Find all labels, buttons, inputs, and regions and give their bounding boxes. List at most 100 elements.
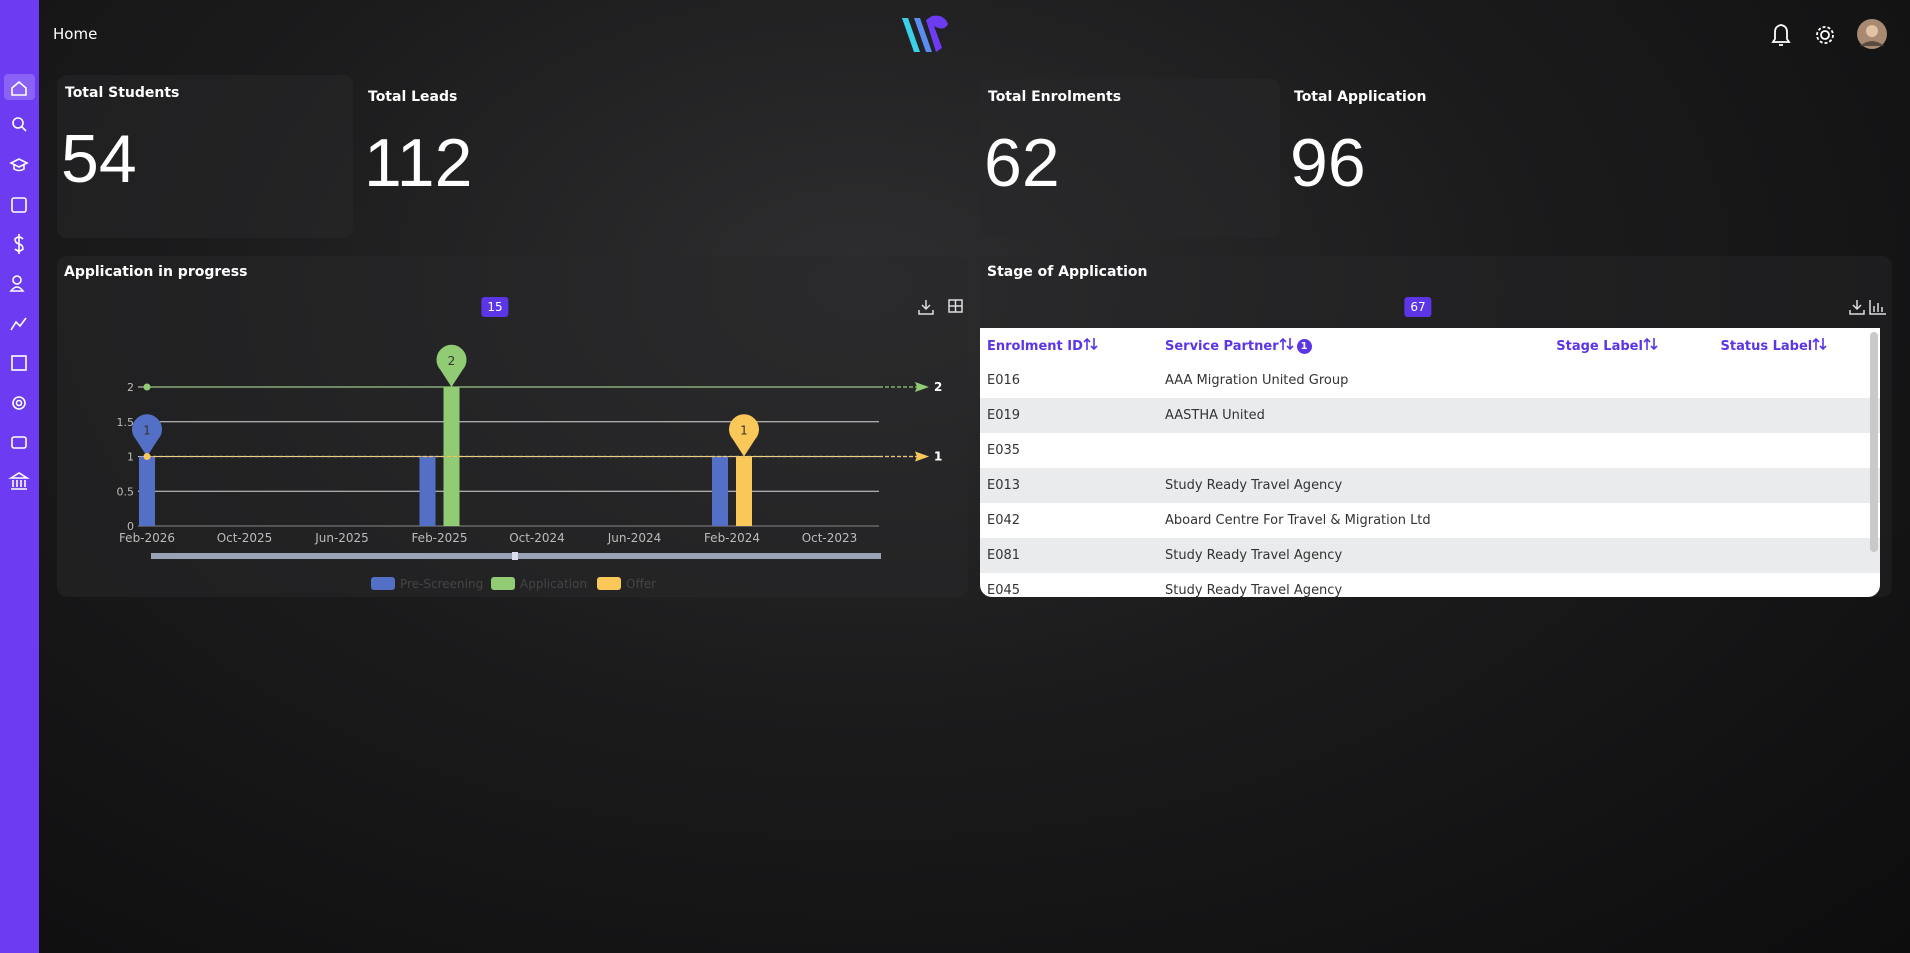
table-cell — [1713, 538, 1880, 573]
bar — [736, 456, 752, 526]
finance-icon[interactable] — [14, 234, 24, 254]
column-header[interactable]: Enrolment ID — [980, 328, 1158, 363]
table-cell — [1549, 538, 1714, 573]
table-cell — [1549, 468, 1714, 503]
settings[interactable] — [1816, 26, 1834, 44]
table-cell — [1549, 503, 1713, 538]
people-icon[interactable] — [9, 275, 25, 292]
table-cell: Study Ready Travel Agency — [1157, 468, 1550, 503]
chart-view-button[interactable] — [1869, 300, 1886, 315]
chart: 0 0.5 1 1.5 2 Feb-2026 Oct-2025 Jun-2025 Feb-202… — [117, 299, 963, 591]
table-container: Enrolment ID Service Partner 1 Stage Label S… — [980, 328, 1880, 597]
mark-line-label: 1 — [934, 450, 942, 464]
table-cell — [1714, 433, 1881, 468]
table-cell — [1714, 573, 1881, 597]
column-title: Service Partner — [1164, 339, 1279, 354]
table-cell: E042 — [987, 513, 1021, 528]
legend-item[interactable]: Pre-Screening — [371, 577, 483, 591]
scrollbar[interactable] — [1870, 332, 1878, 552]
column-title: Enrolment ID — [987, 339, 1083, 354]
table-cell: Study Ready Travel Agency — [1157, 538, 1550, 573]
data-view-icon — [949, 300, 962, 312]
table-cell — [1549, 433, 1713, 468]
table-row[interactable]: E042 Aboard Centre For Travel & Migration… — [980, 503, 1880, 538]
stat-card: Total Students 54 — [57, 75, 353, 238]
header-row: Enrolment ID Service Partner 1 Stage Label S… — [980, 328, 1880, 363]
table-cell — [1549, 573, 1713, 597]
logo[interactable] — [898, 12, 952, 58]
chart-panel: Application in progress 15 0 0.5 1 1.5 2 Feb-… — [57, 256, 968, 597]
table-cell: E016 — [987, 373, 1021, 388]
search-icon[interactable] — [12, 117, 27, 132]
sort-icon[interactable] — [1812, 337, 1828, 351]
bar — [419, 456, 436, 526]
news-icon[interactable] — [11, 197, 27, 213]
x-tick-label: Oct-2023 — [802, 531, 858, 545]
chart-icon[interactable] — [10, 317, 27, 331]
building-icon[interactable] — [11, 355, 27, 371]
mail-icon[interactable] — [12, 396, 26, 410]
column-header[interactable]: Stage Label — [1549, 328, 1714, 363]
table-row[interactable]: E016 AAA Migration United Group — [980, 363, 1880, 398]
legend-label: Pre-Screening — [400, 577, 483, 591]
column-title: Stage Label — [1556, 339, 1643, 354]
sort-icon[interactable] — [1643, 337, 1659, 351]
briefcase-icon[interactable] — [11, 436, 27, 449]
sidebar-icons — [4, 74, 35, 490]
bar — [139, 456, 155, 526]
x-tick-label: Feb-2025 — [411, 531, 467, 545]
mark-line-start — [143, 383, 151, 391]
table-cell: E035 — [987, 443, 1021, 458]
sidebar — [0, 0, 39, 953]
table-row[interactable]: E013 Study Ready Travel Agency — [980, 468, 1880, 503]
zoom-handle[interactable] — [512, 552, 518, 560]
table-cell: Aboard Centre For Travel & Migration Ltd — [1164, 513, 1431, 528]
download-button[interactable] — [1849, 300, 1865, 315]
download-button[interactable] — [918, 300, 934, 315]
page-title: Home — [53, 25, 98, 43]
stat-label: Total Application — [1294, 89, 1427, 105]
x-tick-label: Jun-2025 — [314, 531, 369, 545]
table-row[interactable]: E045 Study Ready Travel Agency — [980, 573, 1880, 597]
table-cell: AASTHA United — [1157, 398, 1550, 433]
mark-line-label: 1 — [934, 450, 942, 464]
table-tools — [1849, 300, 1886, 315]
stat-label: Total Leads — [368, 89, 458, 105]
table-cell — [1714, 503, 1881, 538]
table-row[interactable]: E081 Study Ready Travel Agency — [980, 538, 1880, 573]
table-cell: AAA Migration United Group — [1164, 373, 1349, 388]
table-row[interactable]: E035 — [980, 433, 1880, 468]
table-body: E016 AAA Migration United Group E019 AASTHA… — [980, 363, 1880, 597]
mark-pin-label: 2 — [448, 354, 456, 368]
legend-item[interactable]: Application — [491, 577, 587, 591]
legend-label: Offer — [626, 577, 656, 591]
x-tick-label: Oct-2024 — [509, 531, 565, 545]
table-cell — [1549, 363, 1713, 398]
mark-pin-label: 1 — [143, 424, 151, 438]
legend-swatch — [371, 577, 395, 590]
notifications[interactable] — [1771, 24, 1791, 46]
y-tick-label: 1 — [127, 451, 134, 464]
table-cell — [1713, 398, 1880, 433]
column-header[interactable]: Status Label — [1713, 328, 1880, 363]
legend-swatch — [597, 577, 621, 590]
sort-icon[interactable] — [1083, 337, 1099, 351]
home-icon[interactable] — [11, 80, 27, 96]
table-row[interactable]: E019 AASTHA United — [980, 398, 1880, 433]
count-badge: 67 — [1404, 297, 1432, 317]
stat-value: 96 — [1290, 125, 1366, 201]
sort-icon[interactable] — [1279, 337, 1295, 351]
bank-icon[interactable] — [8, 472, 30, 490]
table-cell — [1549, 398, 1714, 433]
y-tick-label: 0.5 — [117, 485, 135, 498]
mark-line-arrow — [915, 382, 929, 392]
avatar[interactable] — [1857, 19, 1887, 49]
column-header[interactable]: Service Partner 1 — [1157, 328, 1550, 363]
education-icon[interactable] — [9, 158, 29, 172]
stat-label: Total Enrolments — [988, 89, 1122, 105]
header-actions — [1771, 19, 1887, 49]
table-cell: E013 — [980, 468, 1158, 503]
legend-item[interactable]: Offer — [597, 577, 656, 591]
mark-pin-label: 1 — [740, 424, 748, 438]
